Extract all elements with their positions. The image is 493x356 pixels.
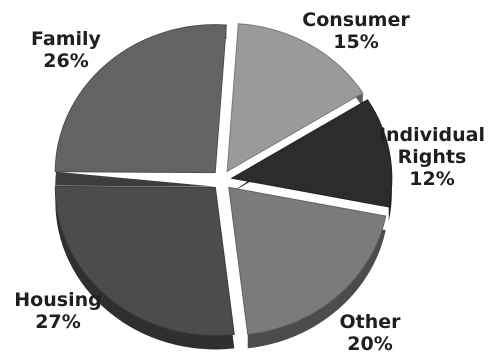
slice-label-individual-rights: Individual Rights 12% [379, 124, 485, 190]
pie-labels: Consumer 15% Individual Rights 12% Other 20% Ho… [14, 9, 485, 355]
slice-label-other: Other 20% [339, 311, 401, 355]
slice-label-family: Family 26% [31, 28, 102, 72]
pie-slices [54, 23, 393, 350]
pie-slice-consumer [226, 23, 364, 173]
pie-slice-other [228, 186, 387, 335]
pie-slice-individual-rights [230, 99, 393, 208]
slice-label-housing: Housing 27% [14, 289, 101, 333]
slice-label-consumer: Consumer 15% [302, 9, 410, 53]
pie-slice-housing [54, 185, 235, 336]
pie-slice-family [54, 24, 227, 174]
